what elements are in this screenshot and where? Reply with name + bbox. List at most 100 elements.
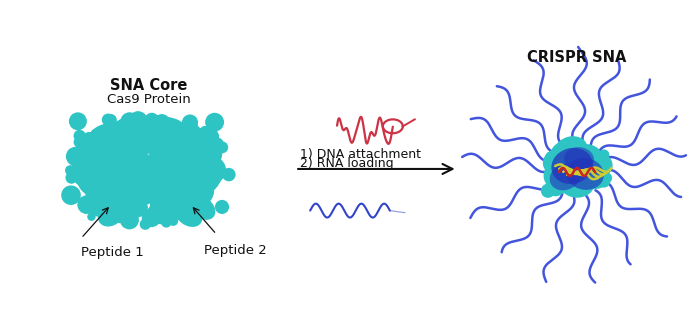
Circle shape [142,129,159,146]
Circle shape [541,184,555,198]
Circle shape [169,137,180,147]
Circle shape [160,172,171,183]
Circle shape [65,172,78,184]
Circle shape [545,151,556,162]
Circle shape [83,132,96,146]
Ellipse shape [544,158,581,190]
Ellipse shape [176,155,221,195]
Text: Peptide 1: Peptide 1 [81,246,144,259]
Circle shape [584,157,599,171]
Circle shape [168,216,178,226]
Circle shape [189,157,203,171]
Ellipse shape [76,134,113,170]
Circle shape [549,182,563,196]
Ellipse shape [126,184,156,206]
Circle shape [593,160,602,169]
Circle shape [119,133,134,147]
Circle shape [69,112,87,130]
Circle shape [122,204,138,219]
Text: Cas9 Protein: Cas9 Protein [107,93,190,106]
Circle shape [88,213,96,221]
Circle shape [142,155,156,168]
Ellipse shape [72,156,106,187]
Ellipse shape [83,140,145,194]
Ellipse shape [542,148,571,174]
Circle shape [186,128,204,146]
Ellipse shape [98,203,124,227]
Circle shape [199,132,214,148]
Circle shape [583,171,598,186]
Circle shape [101,202,120,221]
Ellipse shape [155,141,213,193]
Circle shape [555,163,566,174]
Ellipse shape [179,175,214,203]
Circle shape [199,147,216,164]
Circle shape [215,200,229,214]
Circle shape [73,149,83,159]
Circle shape [199,126,211,137]
Ellipse shape [185,135,223,169]
Circle shape [97,189,106,199]
Circle shape [201,153,219,171]
Circle shape [187,123,199,135]
Circle shape [162,206,173,217]
Circle shape [556,145,569,158]
Ellipse shape [143,185,171,205]
Circle shape [152,204,167,219]
Circle shape [205,113,224,131]
Circle shape [111,183,130,201]
Circle shape [162,195,178,212]
Ellipse shape [557,136,587,158]
Circle shape [191,141,209,159]
Circle shape [128,120,144,135]
Circle shape [153,123,174,145]
Circle shape [556,140,571,154]
Circle shape [104,189,125,209]
Circle shape [113,149,127,164]
Circle shape [144,113,159,127]
Circle shape [569,172,577,180]
Circle shape [144,208,159,223]
Ellipse shape [168,124,209,160]
Circle shape [120,210,139,229]
Circle shape [160,216,169,225]
Circle shape [116,197,125,206]
Ellipse shape [102,148,156,196]
Circle shape [104,114,117,127]
Circle shape [128,111,148,130]
Circle shape [554,183,565,195]
Ellipse shape [109,116,148,142]
Circle shape [209,172,221,185]
Circle shape [593,176,600,184]
Ellipse shape [87,186,121,217]
Circle shape [77,170,99,191]
Ellipse shape [566,158,604,190]
Circle shape [85,188,97,199]
Circle shape [148,203,165,221]
Circle shape [164,124,176,137]
Circle shape [121,198,137,215]
Circle shape [172,202,186,215]
Circle shape [139,126,151,138]
Circle shape [119,197,132,209]
Circle shape [120,124,135,139]
Circle shape [136,202,148,213]
Circle shape [204,161,218,175]
Circle shape [596,159,610,173]
Circle shape [151,204,172,224]
Text: 1) DNA attachment: 1) DNA attachment [300,148,421,161]
Ellipse shape [192,198,216,220]
Ellipse shape [195,155,226,183]
Text: CRISPR SNA: CRISPR SNA [527,50,626,65]
Circle shape [102,113,114,126]
Circle shape [122,146,138,163]
Circle shape [106,159,124,177]
Ellipse shape [150,193,183,221]
Circle shape [83,196,99,211]
Circle shape [131,207,141,217]
Ellipse shape [85,176,122,207]
Circle shape [197,187,213,202]
Text: 2) RNA loading: 2) RNA loading [300,157,394,170]
Circle shape [548,153,554,160]
Circle shape [173,187,186,200]
